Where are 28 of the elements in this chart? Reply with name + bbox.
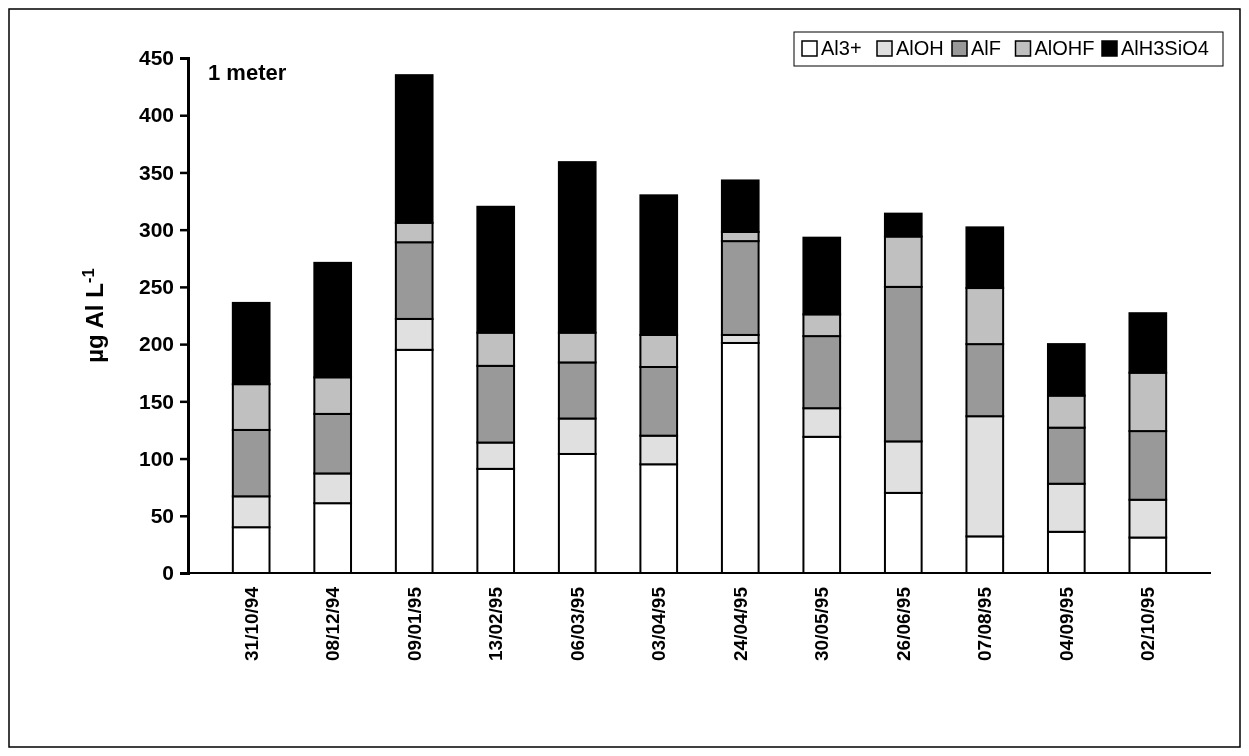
x-tick-label: 04/09/95 — [1055, 586, 1077, 661]
y-tick-label: 350 — [138, 160, 174, 184]
x-tick-label: 07/08/95 — [974, 586, 996, 661]
x-tick-label: 09/01/95 — [403, 586, 425, 661]
x-tick-label: 26/06/95 — [892, 586, 914, 661]
y-tick-label: 200 — [138, 332, 174, 356]
legend-label: AlH3SiO4 — [1121, 37, 1209, 59]
x-tick-label: 06/03/95 — [566, 586, 588, 661]
annotation: 1 meter — [208, 60, 287, 85]
x-tick-label: 24/04/95 — [729, 586, 751, 661]
y-tick-label: 50 — [150, 504, 174, 527]
y-tick-label: 150 — [138, 389, 174, 413]
x-tick-label: 30/05/95 — [811, 586, 833, 661]
x-tick-label: 03/04/95 — [648, 586, 670, 661]
legend-label: AlOHF — [1034, 37, 1095, 59]
y-tick-label: 0 — [162, 561, 174, 585]
y-tick-label: 300 — [138, 217, 174, 241]
y-tick-label: 400 — [138, 103, 174, 127]
legend-label: AlOH — [896, 37, 944, 59]
x-tick-label: 13/02/95 — [485, 586, 507, 661]
y-tick-label: 450 — [138, 46, 174, 70]
y-tick-label: 100 — [138, 446, 174, 470]
x-tick-label: 31/10/94 — [240, 586, 262, 661]
x-tick-label: 08/12/94 — [322, 586, 344, 661]
legend-label: Al3+ — [821, 37, 862, 59]
x-tick-label: 02/10/95 — [1137, 586, 1159, 661]
y-tick-label: 250 — [138, 275, 174, 299]
legend-label: AlF — [971, 37, 1001, 59]
